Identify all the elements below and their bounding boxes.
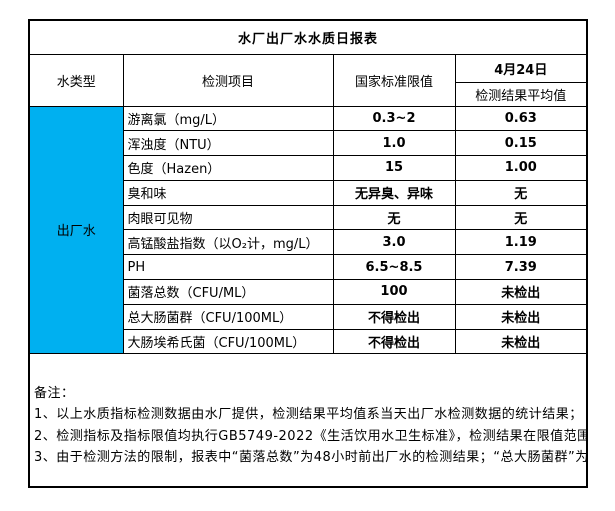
note-item: 2、检测指标及指标限值均执行GB5749-2022《生活饮用水卫生标准》，检测结… bbox=[34, 428, 586, 444]
note-item: 3、由于检测方法的限制，报表中“菌落总数”为48小时前出厂水的检测结果；“总大肠… bbox=[34, 450, 588, 466]
limit-cell: 100 bbox=[332, 279, 456, 305]
limit-cell: 不得检出 bbox=[332, 328, 456, 355]
limit-cell: 不得检出 bbox=[332, 303, 456, 330]
table-row: 肉眼可见物 无 无 bbox=[29, 204, 588, 231]
result-cell: 7.39 bbox=[454, 254, 588, 281]
notes-title: 备注： bbox=[34, 385, 75, 401]
limit-cell: 3.0 bbox=[332, 229, 456, 256]
result-cell: 未检出 bbox=[454, 328, 588, 355]
table-row: PH 6.5~8.5 7.39 bbox=[29, 254, 588, 281]
water-type-cell: 出厂水 bbox=[28, 105, 124, 355]
column-header-national-limit: 国家标准限值 bbox=[332, 53, 456, 107]
item-cell: 菌落总数（CFU/ML） bbox=[122, 279, 334, 305]
note-item: 1、以上水质指标检测数据由水厂提供，检测结果平均值系当天出厂水检测数据的统计结果… bbox=[34, 407, 583, 423]
limit-cell: 1.0 bbox=[332, 130, 456, 157]
title-row: 水厂出厂水水质日报表 bbox=[28, 19, 588, 55]
header-row-2: 检测结果平均值 bbox=[29, 81, 588, 107]
limit-cell: 无 bbox=[332, 204, 456, 231]
result-cell: 1.19 bbox=[454, 229, 588, 256]
column-header-date: 4月24日 bbox=[454, 53, 588, 83]
limit-cell: 无异臭、异味 bbox=[332, 179, 456, 206]
result-cell: 无 bbox=[454, 179, 588, 206]
item-cell: PH bbox=[122, 254, 334, 281]
limit-cell: 6.5~8.5 bbox=[332, 254, 456, 281]
notes-section: 备注： 1、以上水质指标检测数据由水厂提供，检测结果平均值系当天出厂水检测数据的… bbox=[28, 353, 588, 488]
result-cell: 未检出 bbox=[454, 279, 588, 305]
result-cell: 1.00 bbox=[454, 155, 588, 181]
result-cell: 0.15 bbox=[454, 130, 588, 157]
table-row: 色度（Hazen） 15 1.00 bbox=[29, 155, 588, 181]
item-cell: 高锰酸盐指数（以O₂计，mg/L） bbox=[122, 229, 334, 256]
table-row: 菌落总数（CFU/ML） 100 未检出 bbox=[29, 279, 588, 305]
limit-cell: 0.3~2 bbox=[332, 105, 456, 132]
column-header-avg-result: 检测结果平均值 bbox=[454, 81, 588, 107]
notes-row: 备注： 1、以上水质指标检测数据由水厂提供，检测结果平均值系当天出厂水检测数据的… bbox=[28, 353, 588, 488]
table-row: 臭和味 无异臭、异味 无 bbox=[29, 179, 588, 206]
table-row: 高锰酸盐指数（以O₂计，mg/L） 3.0 1.19 bbox=[29, 229, 588, 256]
table-row: 出厂水 游离氯（mg/L） 0.3~2 0.63 bbox=[28, 105, 588, 355]
water-quality-report-table: 水厂出厂水水质日报表 水类型 检测项目 国家标准限值 4月24日 检测结果平均值… bbox=[28, 19, 589, 488]
item-cell: 臭和味 bbox=[122, 179, 334, 206]
table-row: 浑浊度（NTU） 1.0 0.15 bbox=[29, 130, 588, 157]
table-row: 总大肠菌群（CFU/100ML） 不得检出 未检出 bbox=[29, 303, 588, 330]
table-row: 大肠埃希氏菌（CFU/100ML） 不得检出 未检出 bbox=[29, 328, 588, 355]
column-header-test-item: 检测项目 bbox=[122, 53, 334, 107]
result-cell: 无 bbox=[454, 204, 588, 231]
item-cell: 游离氯（mg/L） bbox=[122, 105, 334, 132]
item-cell: 总大肠菌群（CFU/100ML） bbox=[122, 303, 334, 330]
column-header-water-type: 水类型 bbox=[28, 53, 124, 107]
item-cell: 肉眼可见物 bbox=[122, 204, 334, 231]
result-cell: 未检出 bbox=[454, 303, 588, 330]
item-cell: 大肠埃希氏菌（CFU/100ML） bbox=[122, 328, 334, 355]
result-cell: 0.63 bbox=[454, 105, 588, 132]
limit-cell: 15 bbox=[332, 155, 456, 181]
header-row-1: 水类型 检测项目 国家标准限值 4月24日 bbox=[28, 53, 588, 107]
item-cell: 浑浊度（NTU） bbox=[122, 130, 334, 157]
report-title: 水厂出厂水水质日报表 bbox=[28, 19, 588, 55]
item-cell: 色度（Hazen） bbox=[122, 155, 334, 181]
